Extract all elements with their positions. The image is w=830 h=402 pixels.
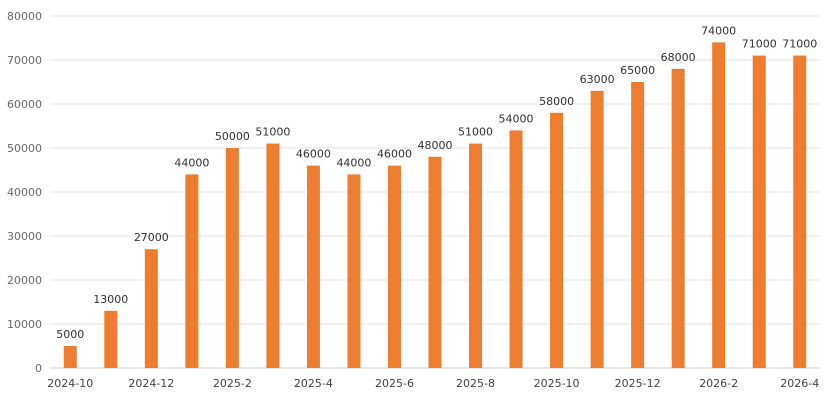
data-label: 51000	[255, 126, 290, 139]
bar	[550, 112, 564, 368]
y-tick-label: 80000	[7, 10, 42, 23]
y-axis-ticks: 0 10000 20000 30000 40000 50000 60000 70000 8000…	[7, 10, 42, 375]
y-tick-label: 20000	[7, 274, 42, 287]
y-tick-label: 70000	[7, 54, 42, 67]
x-tick-label: 2025-10	[534, 377, 580, 390]
x-tick-label: 2024-12	[128, 377, 174, 390]
y-tick-label: 10000	[7, 318, 42, 331]
data-label: 46000	[377, 148, 412, 161]
bar	[793, 55, 807, 368]
bar	[590, 90, 604, 369]
bar	[469, 143, 483, 368]
data-label: 54000	[499, 112, 534, 125]
data-label: 50000	[215, 130, 250, 143]
bar	[671, 68, 685, 369]
data-label: 27000	[134, 231, 169, 244]
bar	[752, 55, 766, 368]
y-tick-label: 50000	[7, 142, 42, 155]
bars	[63, 42, 807, 369]
bar	[63, 346, 77, 368]
x-tick-label: 2025-6	[375, 377, 414, 390]
data-label: 46000	[296, 148, 331, 161]
bar	[144, 249, 158, 368]
bar	[306, 165, 320, 368]
bar	[428, 156, 442, 368]
x-axis-ticks: 2024-10 2024-12 2025-2 2025-4 2025-6 2025-8 20…	[47, 377, 819, 390]
data-label: 68000	[661, 51, 696, 64]
data-label: 44000	[174, 156, 209, 169]
data-label: 5000	[56, 328, 84, 341]
bar	[712, 42, 726, 369]
x-tick-label: 2025-4	[294, 377, 333, 390]
x-tick-label: 2026-4	[780, 377, 819, 390]
data-label: 48000	[418, 139, 453, 152]
x-tick-label: 2025-12	[615, 377, 661, 390]
x-tick-label: 2024-10	[47, 377, 93, 390]
x-tick-label: 2025-2	[213, 377, 252, 390]
y-tick-label: 0	[35, 362, 42, 375]
bar	[387, 165, 401, 368]
bar	[185, 174, 199, 368]
data-label: 51000	[458, 126, 493, 139]
data-label: 71000	[742, 38, 777, 51]
bar	[509, 130, 523, 368]
y-tick-label: 40000	[7, 186, 42, 199]
bar	[347, 174, 361, 368]
x-tick-label: 2025-8	[456, 377, 495, 390]
data-label: 63000	[580, 73, 615, 86]
data-labels: 5000 13000 27000 44000 50000 51000 46000 44000 4…	[56, 24, 817, 341]
y-tick-label: 60000	[7, 98, 42, 111]
y-tick-label: 30000	[7, 230, 42, 243]
data-label: 74000	[701, 24, 736, 37]
data-label: 13000	[93, 293, 128, 306]
data-label: 58000	[539, 95, 574, 108]
data-label: 44000	[336, 156, 371, 169]
data-label: 71000	[782, 38, 817, 51]
bar	[631, 82, 645, 368]
x-tick-label: 2026-2	[699, 377, 738, 390]
bar	[266, 143, 280, 368]
bar	[104, 310, 118, 368]
bar	[225, 148, 239, 368]
data-label: 65000	[620, 64, 655, 77]
